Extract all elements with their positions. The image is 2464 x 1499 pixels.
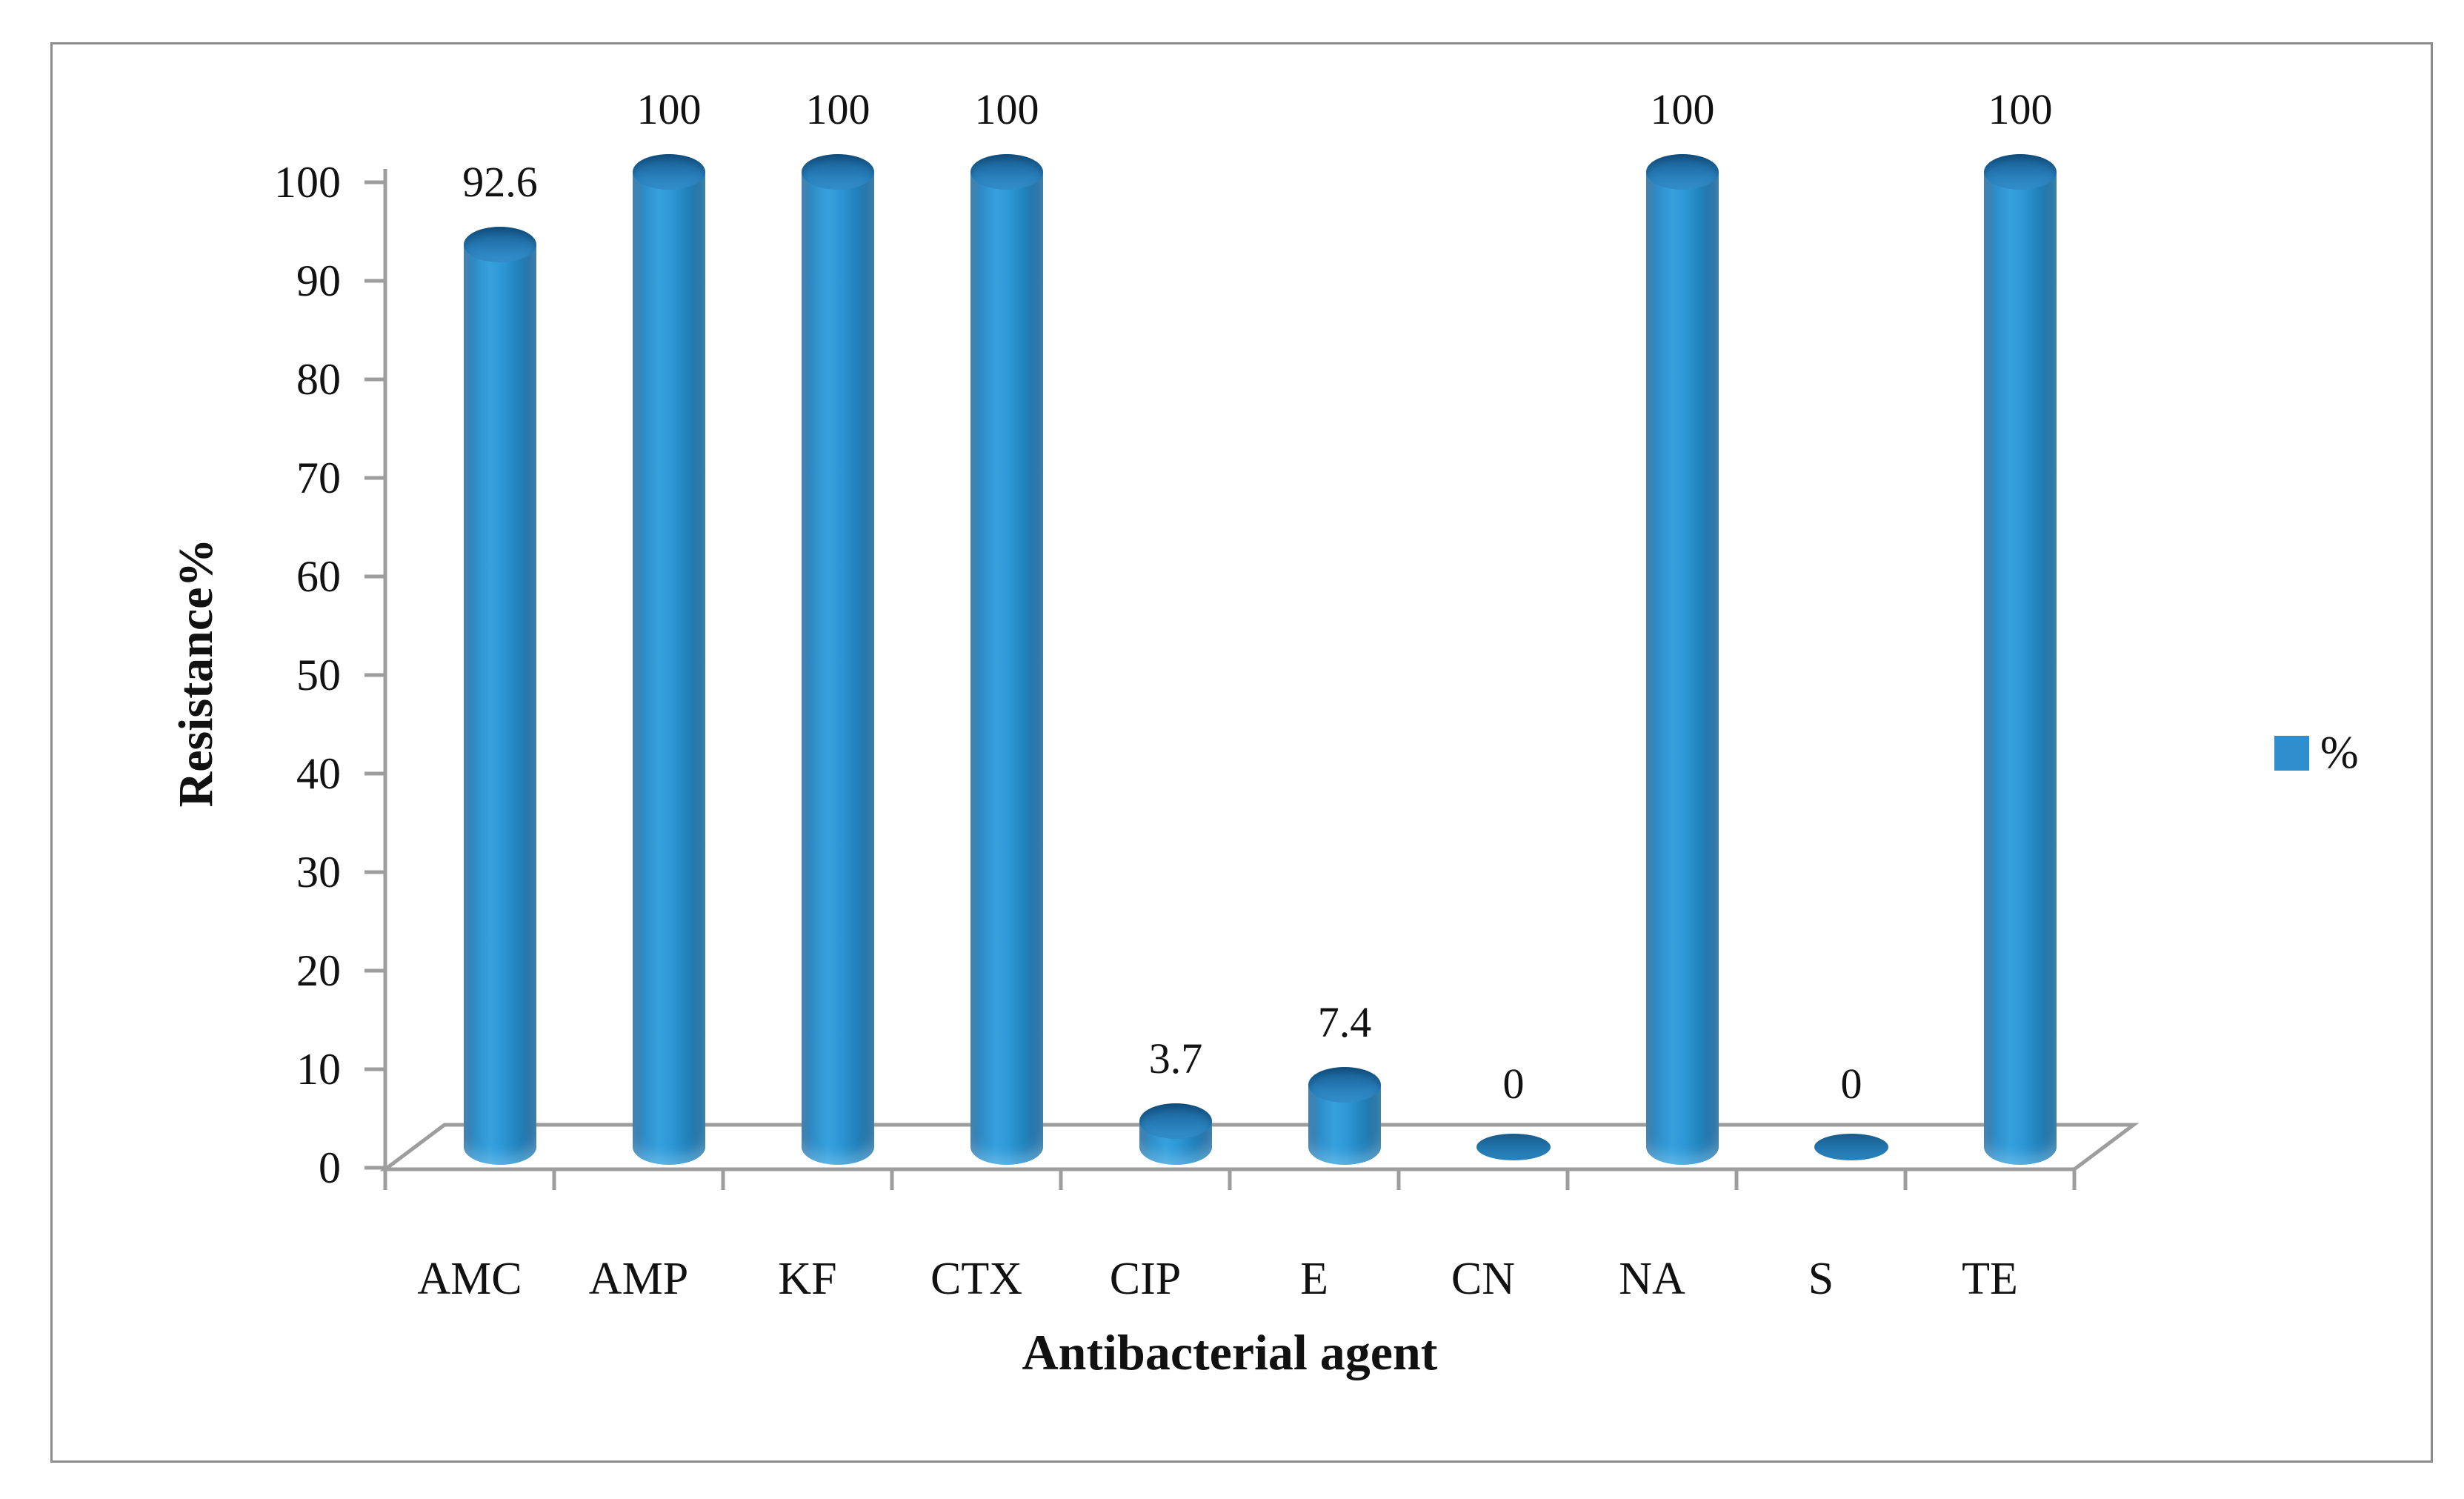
x-axis-title: Antibacterial agent (1022, 1324, 1438, 1380)
legend-swatch-icon (2274, 736, 2309, 771)
floor-parallelogram (379, 1123, 2140, 1171)
legend-label: % (2320, 728, 2359, 778)
tick-marks (364, 180, 2077, 1190)
y-axis-title: Resistance% (169, 538, 223, 808)
